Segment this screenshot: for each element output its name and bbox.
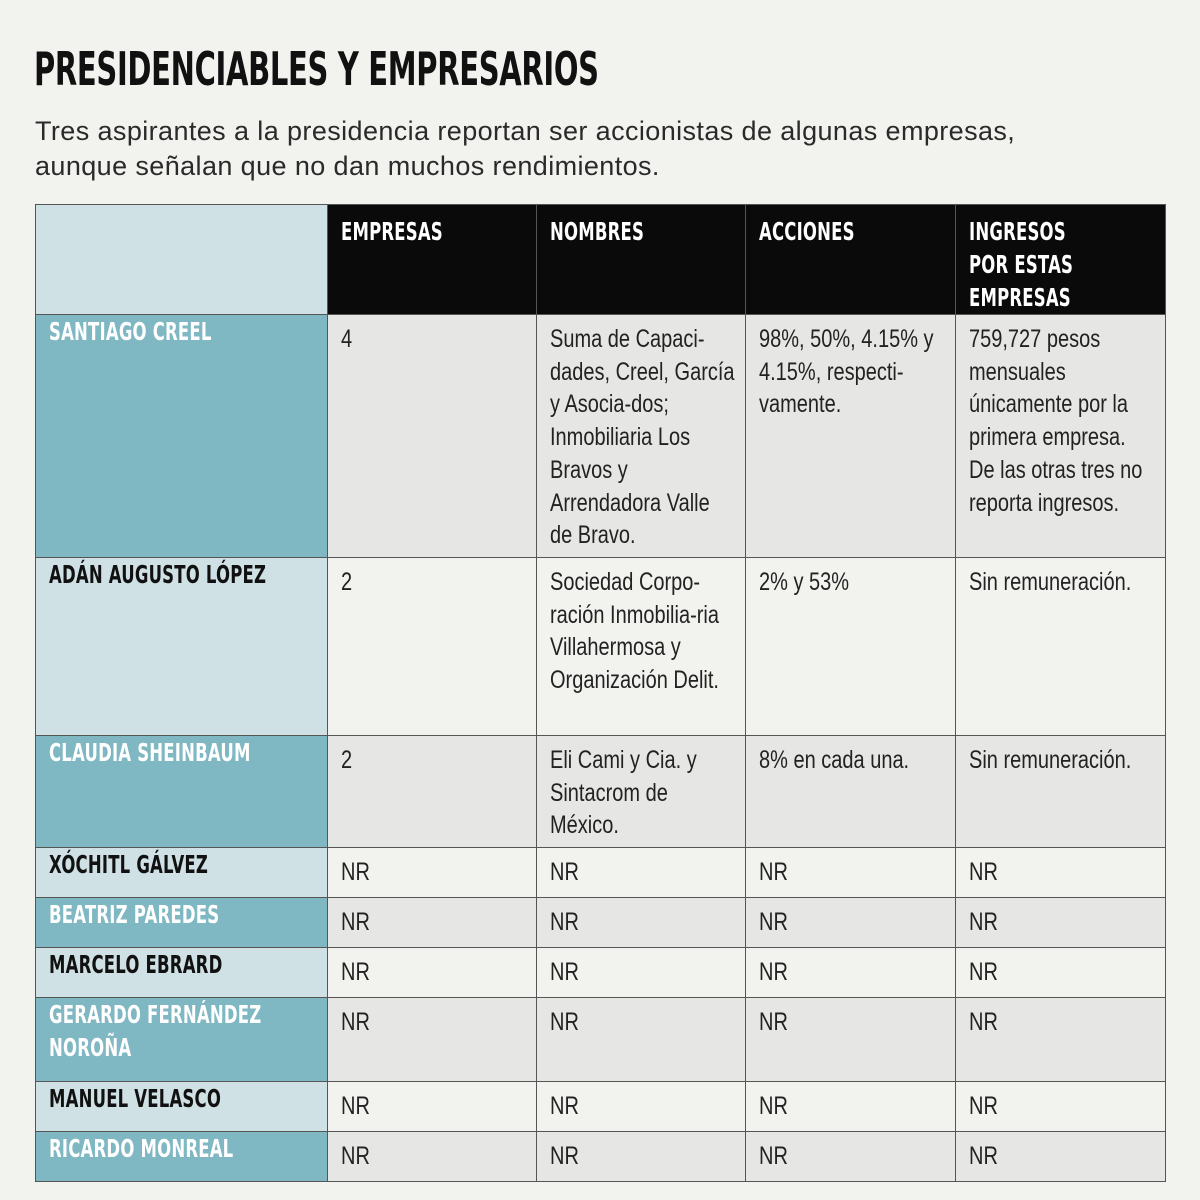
table-row: SANTIAGO CREEL 4 Suma de Capaci-dades, C… — [35, 314, 1166, 558]
candidate-name: BEATRIZ PAREDES — [35, 897, 328, 948]
cell-ingresos: NR — [955, 997, 1166, 1082]
candidate-name: XÓCHITL GÁLVEZ — [35, 847, 328, 898]
cell-ingresos: NR — [955, 947, 1166, 998]
cell-ingresos: NR — [955, 847, 1166, 898]
cell-empresas: 4 — [327, 314, 537, 558]
candidate-name: RICARDO MONREAL — [35, 1131, 328, 1182]
candidate-name: MANUEL VELASCO — [35, 1081, 328, 1132]
cell-ingresos: Sin remuneración. — [955, 557, 1166, 736]
cell-acciones: NR — [745, 1081, 956, 1132]
cell-ingresos: NR — [955, 1131, 1166, 1182]
cell-nombres: NR — [536, 947, 746, 998]
table-row: CLAUDIA SHEINBAUM 2 Eli Cami y Cia. y Si… — [35, 735, 1166, 848]
table-row: RICARDO MONREAL NR NR NR NR — [35, 1131, 1166, 1182]
cell-acciones: 98%, 50%, 4.15% y 4.15%, respecti-vament… — [745, 314, 956, 558]
cell-nombres: NR — [536, 1131, 746, 1182]
page-title: PRESIDENCIABLES Y EMPRESARIOS — [34, 42, 599, 96]
header-ingresos: INGRESOS POR ESTAS EMPRESAS — [955, 204, 1166, 315]
cell-ingresos: Sin remuneración. — [955, 735, 1166, 848]
cell-empresas: 2 — [327, 735, 537, 848]
table-row: ADÁN AUGUSTO LÓPEZ 2 Sociedad Corpo-raci… — [35, 557, 1166, 736]
header-nombres: NOMBRES — [536, 204, 746, 315]
cell-nombres: NR — [536, 1081, 746, 1132]
cell-acciones: NR — [745, 897, 956, 948]
table-row: XÓCHITL GÁLVEZ NR NR NR NR — [35, 847, 1166, 898]
cell-ingresos: 759,727 pesos mensuales únicamente por l… — [955, 314, 1166, 558]
cell-nombres: Eli Cami y Cia. y Sintacrom de México. — [536, 735, 746, 848]
cell-empresas: NR — [327, 897, 537, 948]
cell-nombres: NR — [536, 997, 746, 1082]
candidate-name: MARCELO EBRARD — [35, 947, 328, 998]
cell-empresas: NR — [327, 1131, 537, 1182]
candidate-name: CLAUDIA SHEINBAUM — [35, 735, 328, 848]
candidates-table: EMPRESAS NOMBRES ACCIONES INGRESOS POR E… — [35, 204, 1166, 1182]
table-row: MARCELO EBRARD NR NR NR NR — [35, 947, 1166, 998]
cell-nombres: NR — [536, 847, 746, 898]
table-row: MANUEL VELASCO NR NR NR NR — [35, 1081, 1166, 1132]
candidate-name: GERARDO FERNÁNDEZ NOROÑA — [35, 997, 328, 1082]
table-header-row: EMPRESAS NOMBRES ACCIONES INGRESOS POR E… — [35, 204, 1166, 315]
table-row: GERARDO FERNÁNDEZ NOROÑA NR NR NR NR — [35, 997, 1166, 1082]
header-corner — [35, 204, 328, 315]
cell-acciones: 8% en cada una. — [745, 735, 956, 848]
cell-acciones: 2% y 53% — [745, 557, 956, 736]
table-row: BEATRIZ PAREDES NR NR NR NR — [35, 897, 1166, 948]
page-subtitle: Tres aspirantes a la presidencia reporta… — [35, 116, 1016, 181]
cell-nombres: NR — [536, 897, 746, 948]
candidate-name: SANTIAGO CREEL — [35, 314, 328, 558]
cell-acciones: NR — [745, 947, 956, 998]
cell-acciones: NR — [745, 997, 956, 1082]
cell-acciones: NR — [745, 847, 956, 898]
cell-empresas: 2 — [327, 557, 537, 736]
cell-empresas: NR — [327, 947, 537, 998]
header-empresas: EMPRESAS — [327, 204, 537, 315]
cell-ingresos: NR — [955, 1081, 1166, 1132]
cell-nombres: Sociedad Corpo-ración Inmobilia-ria Vill… — [536, 557, 746, 736]
cell-ingresos: NR — [955, 897, 1166, 948]
candidate-name: ADÁN AUGUSTO LÓPEZ — [35, 557, 328, 736]
cell-nombres: Suma de Capaci-dades, Creel, García y As… — [536, 314, 746, 558]
cell-empresas: NR — [327, 997, 537, 1082]
cell-acciones: NR — [745, 1131, 956, 1182]
cell-empresas: NR — [327, 1081, 537, 1132]
header-acciones: ACCIONES — [745, 204, 956, 315]
cell-empresas: NR — [327, 847, 537, 898]
